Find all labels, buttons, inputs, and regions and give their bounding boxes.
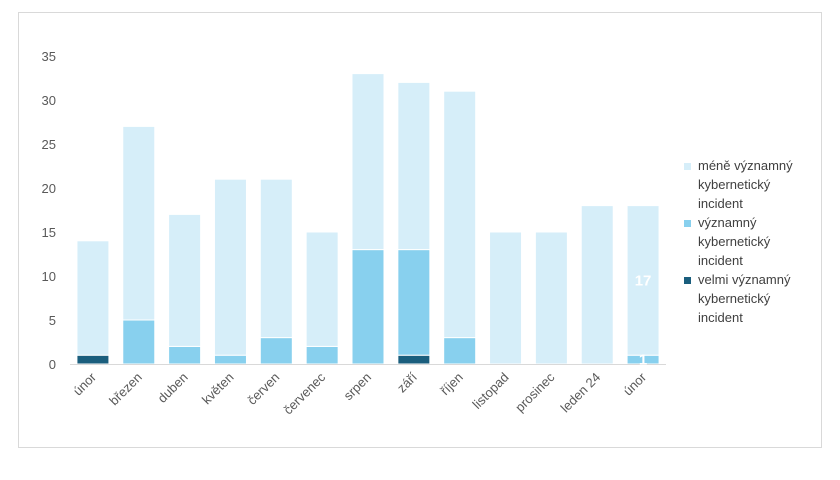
legend-swatch: [684, 220, 691, 227]
bar-segment: [305, 345, 339, 365]
bar-segment: [122, 125, 156, 321]
legend-label: kybernetický: [698, 234, 771, 249]
x-tick-label: prosinec: [512, 369, 558, 415]
bar-segment: [580, 205, 614, 365]
legend-label: méně významný: [698, 158, 793, 173]
x-tick-label: srpen: [341, 370, 375, 404]
data-labels: 17 1: [635, 272, 652, 368]
bar-segment: [76, 240, 110, 356]
bar-segment: [305, 231, 339, 347]
legend-swatch: [684, 277, 691, 284]
bar-segment: [397, 81, 431, 251]
bar-segment: [443, 90, 477, 339]
legend-label: kybernetický: [698, 291, 771, 306]
bar-segment: [76, 354, 110, 365]
y-tick-label: 30: [42, 93, 56, 108]
bar-segment: [534, 231, 568, 365]
bar-segment: [168, 213, 202, 347]
y-tick-label: 25: [42, 137, 56, 152]
x-tick-label: listopad: [469, 370, 511, 412]
x-tick-label: červen: [244, 370, 282, 408]
y-tick-label: 10: [42, 269, 56, 284]
legend-swatch: [684, 163, 691, 170]
bar-segment: [122, 319, 156, 365]
bar-segment: [626, 205, 660, 356]
bar-segment: [259, 178, 293, 339]
bar-segment: [443, 337, 477, 365]
bar-segment: [213, 354, 247, 365]
bar-segment: [351, 249, 385, 365]
y-tick-label: 20: [42, 181, 56, 196]
x-tick-label: únor: [620, 369, 649, 398]
chart-frame: [18, 12, 822, 448]
x-tick-label: říjen: [437, 370, 465, 398]
bar-segment: [259, 337, 293, 365]
legend: méně významný kybernetický incident významn…: [684, 158, 793, 325]
y-tick-label: 0: [49, 357, 56, 372]
x-tick-label: únor: [70, 369, 99, 398]
bar-segment: [397, 354, 431, 365]
bar-segment: [168, 345, 202, 365]
bar-segment: [489, 231, 523, 365]
legend-label: významný: [698, 215, 757, 230]
legend-label: incident: [698, 196, 743, 211]
x-tick-label: květen: [199, 370, 237, 408]
x-tick-label: září: [394, 369, 420, 395]
x-tick-label: duben: [155, 370, 191, 406]
bars: [76, 73, 660, 365]
bar-segment: [397, 249, 431, 356]
y-tick-label: 15: [42, 225, 56, 240]
legend-label: incident: [698, 253, 743, 268]
x-tick-label: leden 24: [557, 370, 603, 416]
data-label: 17: [635, 272, 652, 289]
x-tick-label: březen: [106, 370, 145, 409]
data-label: 1: [639, 352, 647, 369]
y-axis: 0 5 10 15 20 25 30 35: [42, 49, 56, 372]
legend-label: incident: [698, 310, 743, 325]
bar-segment: [351, 73, 385, 251]
y-tick-label: 35: [42, 49, 56, 64]
bar-segment: [213, 178, 247, 356]
legend-label: velmi významný: [698, 272, 791, 287]
y-tick-label: 5: [49, 313, 56, 328]
legend-label: kybernetický: [698, 177, 771, 192]
x-tick-label: červenec: [280, 369, 328, 417]
